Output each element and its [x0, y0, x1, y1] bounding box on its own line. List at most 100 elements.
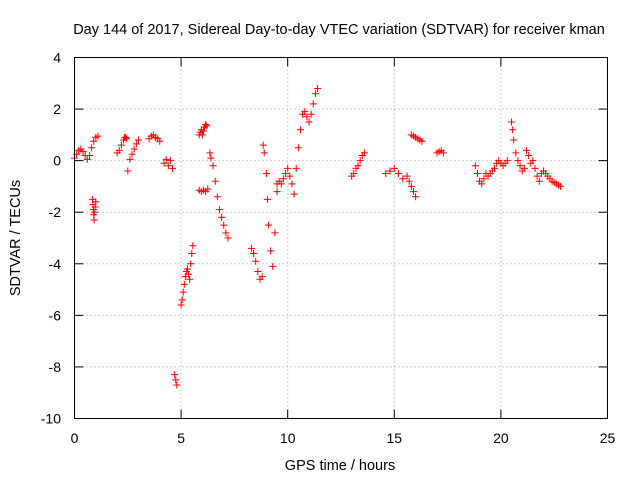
data-point	[508, 118, 516, 126]
data-point	[292, 164, 300, 172]
data-point	[282, 170, 290, 178]
data-point	[262, 170, 270, 178]
data-point	[188, 249, 196, 257]
data-point	[520, 164, 528, 172]
data-point	[202, 121, 210, 129]
data-point	[395, 170, 403, 178]
data-point	[183, 265, 191, 273]
data-point	[386, 167, 394, 175]
data-point	[215, 206, 223, 214]
data-point	[403, 172, 411, 180]
data-point	[185, 270, 193, 278]
data-point	[94, 132, 102, 140]
data-point	[503, 157, 511, 165]
data-point	[296, 126, 304, 134]
y-tick-label: -6	[49, 307, 62, 323]
data-point	[309, 100, 317, 108]
data-point	[186, 275, 194, 283]
data-point	[213, 193, 221, 201]
data-point	[171, 371, 179, 379]
data-point	[90, 137, 98, 145]
data-point	[252, 257, 260, 265]
data-point	[162, 155, 170, 163]
x-axis-label: GPS time / hours	[285, 458, 395, 474]
x-tick-label: 15	[387, 430, 403, 446]
x-tick-label: 5	[177, 430, 185, 446]
data-point	[382, 170, 390, 178]
data-point	[220, 221, 228, 229]
data-point	[187, 260, 195, 268]
data-point	[418, 137, 426, 145]
data-point	[218, 213, 226, 221]
data-point	[88, 144, 96, 152]
data-point	[529, 157, 537, 165]
data-point	[122, 133, 130, 141]
data-point	[439, 149, 447, 157]
data-point	[209, 162, 217, 170]
data-point	[126, 155, 134, 163]
data-point	[271, 229, 279, 237]
data-point	[407, 182, 415, 190]
data-point	[156, 137, 164, 145]
data-point	[117, 141, 125, 149]
data-point	[173, 381, 181, 389]
data-point	[478, 180, 486, 188]
data-point	[265, 221, 273, 229]
data-point	[258, 273, 266, 281]
data-point	[199, 127, 207, 135]
data-point	[516, 162, 524, 170]
data-point	[288, 180, 296, 188]
y-tick-label: 4	[53, 50, 61, 66]
data-points	[71, 84, 565, 389]
data-point	[79, 148, 87, 156]
data-point	[471, 162, 479, 170]
data-point	[90, 216, 98, 224]
data-point	[303, 113, 311, 121]
data-point	[307, 110, 315, 118]
data-point	[115, 146, 123, 154]
y-tick-label: -10	[41, 411, 61, 427]
data-point	[412, 193, 420, 201]
data-point	[399, 175, 407, 183]
data-point	[134, 136, 142, 144]
data-point	[203, 122, 211, 130]
data-point	[85, 151, 93, 159]
data-point	[533, 172, 541, 180]
data-point	[510, 136, 518, 144]
x-tick-label: 25	[600, 430, 616, 446]
data-point	[267, 247, 275, 255]
x-tick-label: 20	[493, 430, 509, 446]
data-point	[263, 195, 271, 203]
grid-lines	[74, 57, 608, 419]
data-point	[179, 288, 187, 296]
data-point	[354, 162, 362, 170]
data-point	[189, 242, 197, 250]
x-tick-label: 0	[71, 430, 79, 446]
data-point	[211, 177, 219, 185]
y-tick-label: -8	[49, 359, 62, 375]
data-point	[509, 126, 517, 134]
data-point	[254, 268, 262, 276]
data-point	[290, 190, 298, 198]
data-point	[123, 135, 131, 143]
data-point	[222, 229, 230, 237]
data-point	[130, 145, 138, 153]
data-point	[224, 234, 232, 242]
data-point	[206, 149, 214, 157]
data-point	[350, 170, 358, 178]
data-point	[301, 108, 309, 116]
data-point	[259, 141, 267, 149]
y-tick-label: -4	[49, 256, 62, 272]
data-point	[390, 164, 398, 172]
data-point	[92, 198, 100, 206]
y-axis-label: SDTVAR / TECUs	[8, 180, 24, 296]
data-point	[91, 203, 99, 211]
data-point	[207, 154, 215, 162]
data-point	[132, 140, 140, 148]
data-point	[305, 118, 313, 126]
chart-title: Day 144 of 2017, Sidereal Day-to-day VTE…	[73, 22, 605, 38]
data-point	[311, 90, 319, 98]
data-point	[198, 131, 206, 139]
data-point	[480, 175, 488, 183]
